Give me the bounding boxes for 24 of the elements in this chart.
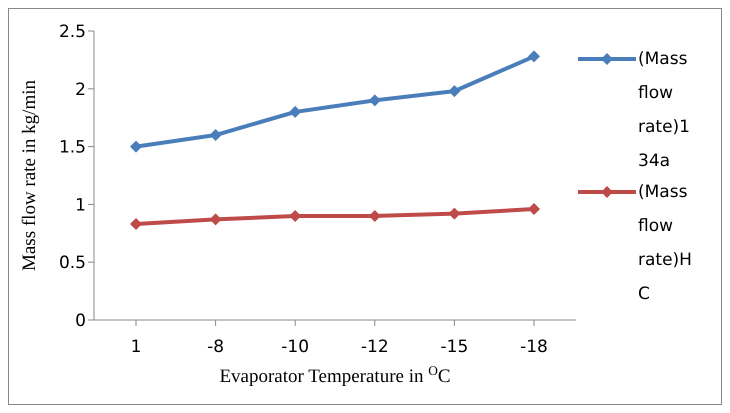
x-tick-label: -8 — [207, 337, 224, 358]
x-tick-label: -12 — [360, 337, 389, 358]
legend-label: (Mass flow rate)134a — [638, 48, 691, 173]
y-tick-label: 0.5 — [58, 253, 86, 274]
y-tick-label: 2.5 — [58, 22, 86, 42]
y-tick-label: 2 — [75, 80, 86, 100]
point — [528, 50, 540, 62]
point — [448, 85, 460, 98]
y-tick-label: 1.5 — [58, 138, 86, 158]
y-tick-label: 1 — [75, 195, 86, 216]
x-tick-label: 1 — [130, 337, 142, 358]
legend-label: (Mass flow rate)HC — [638, 181, 693, 306]
x-tick-label: -15 — [440, 337, 468, 358]
point — [130, 140, 142, 153]
x-tick-label: -10 — [281, 337, 310, 358]
x-tick-label: -18 — [520, 337, 548, 358]
point — [289, 106, 302, 118]
y-axis-title: Mass flow rate in kg/min — [19, 79, 40, 272]
point — [210, 129, 222, 142]
y-tick-label: 0 — [75, 311, 86, 332]
point — [528, 203, 540, 216]
x-axis-title: Evaporator Temperature in $^{O}$C — [219, 362, 451, 387]
point — [368, 94, 381, 106]
point — [130, 218, 142, 230]
